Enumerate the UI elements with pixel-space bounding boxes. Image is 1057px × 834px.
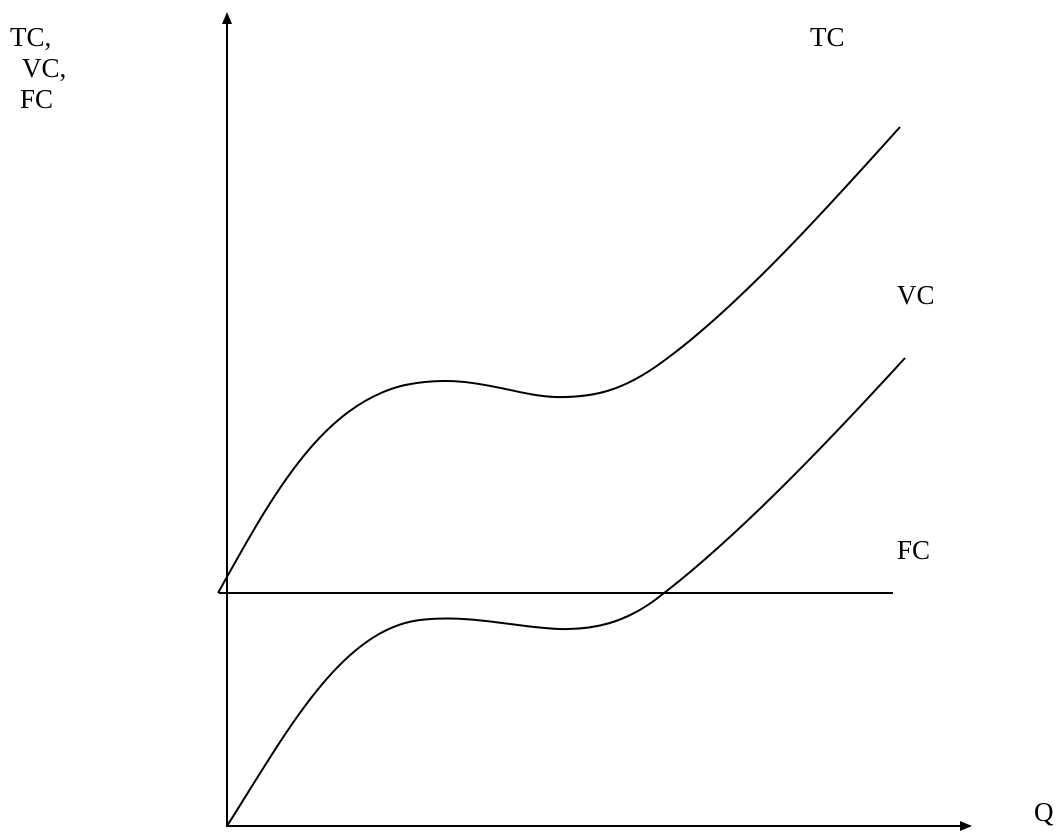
fc-line-label: FC xyxy=(897,535,931,565)
x-axis-label: Q xyxy=(1034,797,1054,827)
y-axis-label-line: TC, xyxy=(10,22,52,52)
tc-curve-label: TC xyxy=(810,22,845,52)
vc-curve xyxy=(226,357,906,827)
y-axis-label-line: VC, xyxy=(22,53,67,83)
vc-curve-label: VC xyxy=(897,280,935,310)
y-axis-label-line: FC xyxy=(20,84,54,114)
tc-curve xyxy=(217,126,901,594)
y-axis-label: TC, VC, FC xyxy=(10,22,66,115)
